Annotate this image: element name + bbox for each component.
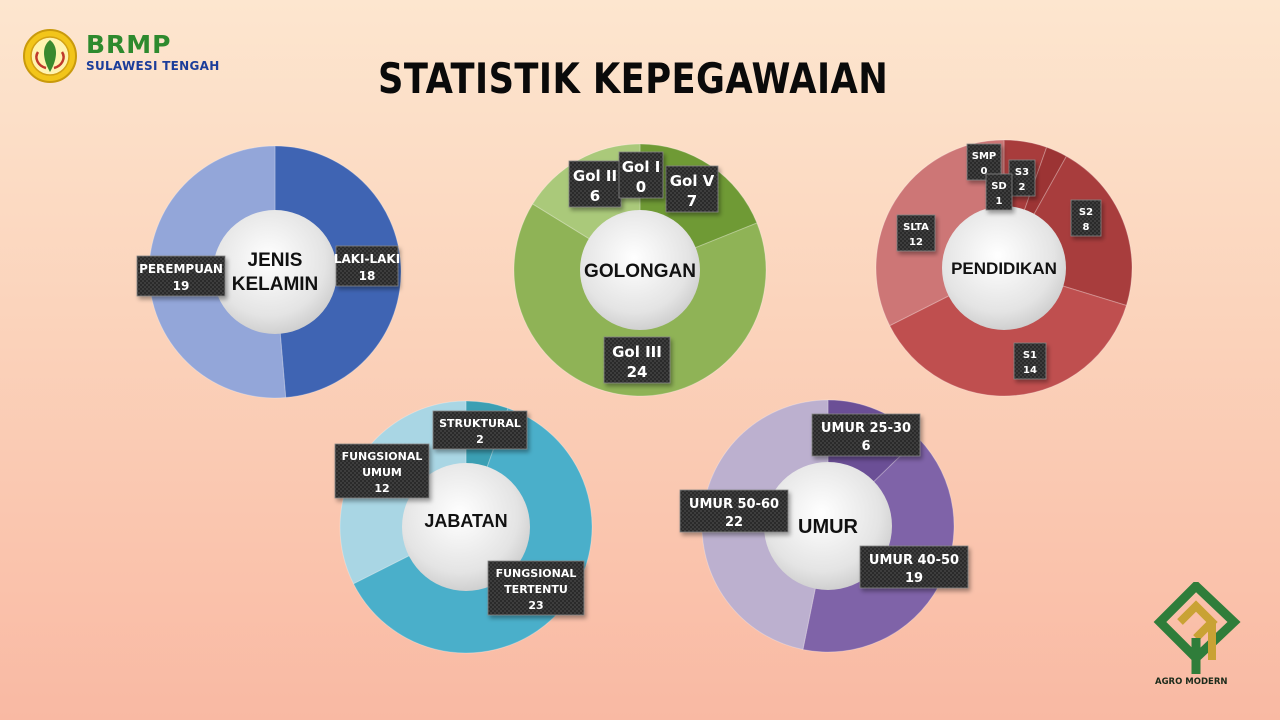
data-label-gol-ii: Gol II 6 [568,160,622,208]
donut-chart-1: GOLONGAN Gol V 7 Gol III 24 Gol II 6 Gol I 0 [513,143,767,397]
label-value: 12 [909,237,923,248]
center-label: GOLONGAN [584,261,696,282]
label-name: STRUKTURAL [439,417,521,430]
label-value: 24 [627,363,648,381]
donut-chart-3: JABATANSTRUKTURAL2FUNGSIONALTERTENTU23FU… [334,400,593,654]
label-value: 0 [636,178,646,196]
donut-chart-0: JENIS KELAMIN LAKI-LAKI 18 PEREMPUAN 19 [136,145,402,399]
label-name: Gol I [622,158,661,176]
brmp-logo [23,29,77,83]
data-label-struktural: STRUKTURAL 2 [432,410,528,450]
data-label-slta: SLTA 12 [896,214,936,252]
brand-subtitle: SULAWESI TENGAH [86,59,220,73]
label-value: 1 [996,196,1003,207]
label-name: SLTA [903,222,929,233]
label-value: 6 [861,439,870,454]
label-name: SMP [972,151,996,162]
label-name: S2 [1079,207,1093,218]
label-name: FUNGSIONAL [496,567,577,580]
center-label: JABATAN [424,511,507,531]
center-label: KELAMIN [232,274,319,295]
label-name: FUNGSIONAL [342,450,423,463]
label-value: 2 [476,433,484,446]
donut-hole [580,210,700,330]
brand-name: BRMP [86,30,172,59]
center-label: UMUR [798,516,859,538]
label-value: 22 [725,515,743,530]
label-value: 18 [359,269,376,283]
page-title: STATISTIK KEPEGAWAIAN [378,54,889,103]
donut-hole [213,210,337,334]
data-label-gol-i: Gol I 0 [618,151,664,199]
data-label-umur-40-50: UMUR 40-50 19 [859,545,969,589]
label-name: UMUR 25-30 [821,421,911,436]
label-name: S1 [1023,350,1037,361]
label-value: 19 [173,279,190,293]
data-label-s3: S32 [1008,159,1036,197]
agro-modern-logo [1153,582,1241,674]
data-label-s2: S28 [1070,199,1102,237]
slice-s1 [889,267,1128,397]
data-label-laki-laki: LAKI-LAKI 18 [334,245,400,287]
label-value: 23 [528,599,543,612]
label-name: Gol II [573,167,617,185]
label-name: S3 [1015,167,1029,178]
label-name: UMUM [362,466,402,479]
center-label: JENIS [248,250,303,271]
label-value: 6 [590,187,600,205]
agro-modern-label: AGRO MODERN [1155,677,1228,687]
data-label-fungsional-umum: FUNGSIONAL UMUM 12 [334,443,430,499]
data-label-sd: SD 1 [985,173,1013,211]
donut-hole [402,463,530,591]
label-value: 2 [1019,182,1026,193]
data-label-gol-v: Gol V 7 [665,165,719,213]
label-value: 0 [981,166,988,177]
label-name: SD [991,181,1007,192]
label-value: 12 [374,482,389,495]
donut-hole [942,206,1066,330]
label-name: UMUR 40-50 [869,553,959,568]
data-label-fungsional-tertentu: FUNGSIONAL TERTENTU 23 [487,560,585,616]
data-label-umur-25-30: UMUR 25-30 6 [811,413,921,457]
label-name: PEREMPUAN [139,262,223,276]
label-value: 7 [687,192,697,210]
label-name: TERTENTU [504,583,568,596]
label-value: 8 [1083,222,1090,233]
label-name: Gol V [670,172,715,190]
donut-chart-4: UMUR UMUR 25-30 6 UMUR 40-50 19 UMUR 50-60 22 [679,399,969,653]
label-value: 19 [905,571,923,586]
label-name: Gol III [612,343,662,361]
label-name: UMUR 50-60 [689,497,779,512]
data-label-perempuan: PEREMPUAN 19 [136,255,226,297]
label-name: LAKI-LAKI [334,252,400,266]
label-value: 14 [1023,365,1037,376]
data-label-umur-50-60: UMUR 50-60 22 [679,489,789,533]
center-label: PENDIDIKAN [951,259,1057,278]
data-label-gol-iii: Gol III 24 [603,336,671,384]
